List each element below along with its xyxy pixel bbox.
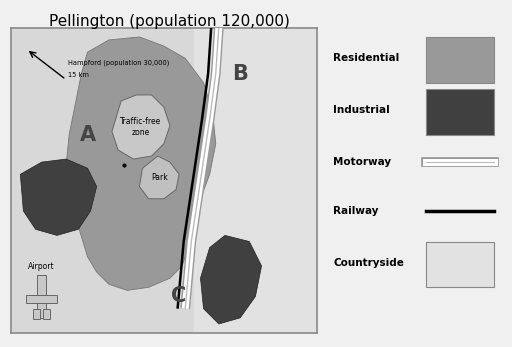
- Text: Hampford (population 30,000): Hampford (population 30,000): [68, 60, 169, 66]
- Text: 15 km: 15 km: [68, 72, 89, 78]
- Polygon shape: [20, 159, 97, 235]
- Bar: [426, 89, 495, 135]
- FancyBboxPatch shape: [33, 309, 40, 319]
- FancyBboxPatch shape: [43, 309, 50, 319]
- Polygon shape: [66, 37, 216, 290]
- Text: C: C: [172, 287, 187, 306]
- Text: B: B: [232, 64, 248, 84]
- FancyBboxPatch shape: [37, 275, 46, 318]
- Text: Industrial: Industrial: [333, 105, 390, 115]
- Text: Motorway: Motorway: [333, 157, 391, 167]
- Text: Park: Park: [151, 173, 167, 182]
- Text: Countryside: Countryside: [333, 258, 404, 268]
- Text: Airport: Airport: [28, 262, 55, 271]
- Polygon shape: [195, 28, 316, 333]
- Text: A: A: [79, 125, 96, 145]
- Text: Pellington (population 120,000): Pellington (population 120,000): [49, 14, 289, 29]
- Bar: [426, 37, 495, 83]
- Text: Railway: Railway: [333, 206, 378, 216]
- Bar: [426, 242, 495, 287]
- Polygon shape: [112, 95, 170, 159]
- Text: Traffic-free
zone: Traffic-free zone: [120, 117, 162, 137]
- FancyBboxPatch shape: [27, 295, 57, 303]
- Polygon shape: [139, 156, 179, 199]
- Polygon shape: [201, 235, 262, 324]
- Text: Residential: Residential: [333, 53, 399, 63]
